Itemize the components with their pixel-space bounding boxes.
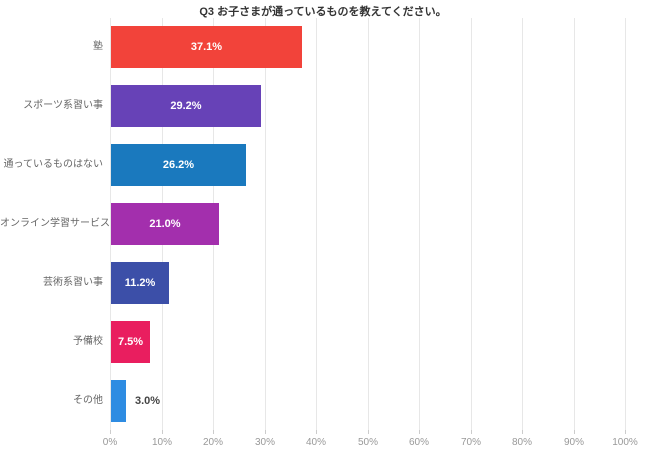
x-tick-mark-60 — [419, 430, 420, 434]
bar-2 — [111, 144, 246, 186]
bar-5 — [111, 321, 150, 363]
x-tick-mark-0 — [110, 430, 111, 434]
gridline-40 — [316, 18, 317, 430]
x-tick-mark-90 — [574, 430, 575, 434]
x-tick-label-0: 0% — [102, 437, 118, 448]
bar-3 — [111, 203, 219, 245]
x-tick-mark-30 — [265, 430, 266, 434]
x-tick-label-80: 80% — [511, 437, 532, 448]
bar-1 — [111, 85, 261, 127]
x-tick-label-20: 20% — [202, 437, 223, 448]
bar-4 — [111, 262, 169, 304]
x-tick-label-90: 90% — [563, 437, 584, 448]
value-label-5: 7.5% — [117, 336, 144, 348]
value-label-0: 37.1% — [190, 41, 223, 53]
bar-6 — [111, 380, 126, 422]
value-label-3: 21.0% — [149, 218, 181, 230]
x-tick-mark-20 — [213, 430, 214, 434]
category-label-4: 芸術系習い事 — [43, 277, 103, 288]
gridline-50 — [368, 18, 369, 430]
x-tick-mark-80 — [522, 430, 523, 434]
value-label-2: 26.2% — [162, 159, 195, 171]
x-tick-label-70: 70% — [460, 437, 481, 448]
category-label-3: オンライン学習サービス — [0, 218, 110, 229]
gridline-0 — [110, 18, 111, 430]
gridline-80 — [522, 18, 523, 430]
chart-title: Q3 お子さまが通っているものを教えてください。 — [199, 6, 447, 18]
category-label-2: 通っているものはない — [3, 159, 104, 170]
x-tick-label-100: 100% — [612, 437, 638, 448]
plot-area — [110, 18, 626, 434]
gridline-100 — [625, 18, 626, 430]
value-label-1: 29.2% — [170, 100, 202, 112]
x-tick-label-10: 10% — [151, 437, 172, 448]
gridline-60 — [419, 18, 420, 430]
gridline-70 — [471, 18, 472, 430]
category-label-6: その他 — [73, 395, 103, 406]
category-label-5: 予備校 — [73, 336, 103, 347]
value-label-6: 3.0% — [135, 395, 161, 407]
category-label-0: 塾 — [93, 41, 103, 52]
x-tick-label-60: 60% — [408, 437, 429, 448]
bar-0 — [111, 26, 302, 68]
x-tick-mark-40 — [316, 430, 317, 434]
x-tick-mark-100 — [625, 430, 626, 434]
x-tick-label-50: 50% — [357, 437, 378, 448]
category-label-1: スポーツ系習い事 — [23, 100, 103, 111]
x-tick-mark-10 — [162, 430, 163, 434]
value-label-4: 11.2% — [124, 277, 156, 289]
x-tick-mark-70 — [471, 430, 472, 434]
gridline-90 — [574, 18, 575, 430]
gridline-30 — [265, 18, 266, 430]
x-tick-mark-50 — [368, 430, 369, 434]
x-tick-label-30: 30% — [254, 437, 275, 448]
x-tick-label-40: 40% — [305, 437, 326, 448]
